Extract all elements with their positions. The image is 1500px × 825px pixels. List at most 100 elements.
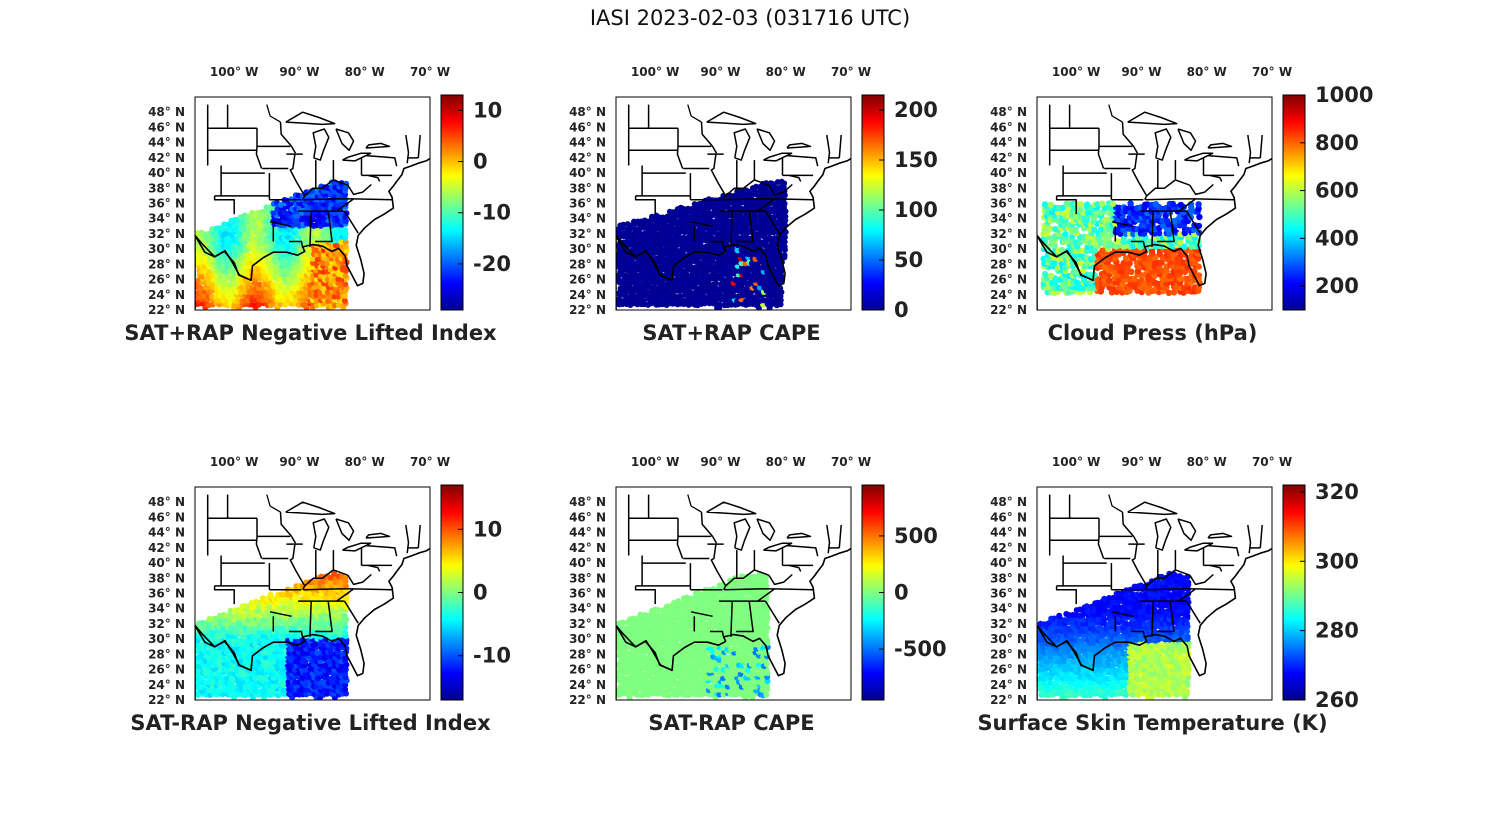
data-point <box>338 662 345 669</box>
data-point <box>327 272 334 279</box>
border-line <box>1259 134 1263 158</box>
data-point <box>781 252 788 259</box>
lat-tick-label: 40° N <box>148 556 185 570</box>
data-point <box>259 235 266 242</box>
data-point <box>1127 200 1134 207</box>
data-point <box>745 667 752 674</box>
data-point <box>266 259 273 266</box>
data-point <box>713 273 720 280</box>
data-point <box>712 293 719 300</box>
data-point <box>299 611 306 618</box>
border-line <box>335 128 355 152</box>
border-line <box>1127 111 1178 126</box>
lat-tick-label: 28° N <box>148 257 185 271</box>
data-point <box>209 235 216 242</box>
data-points <box>195 570 350 700</box>
data-point <box>206 269 213 275</box>
data-point <box>230 243 237 250</box>
border-line <box>289 240 304 248</box>
lon-tick-label: 90° W <box>279 65 319 79</box>
data-point <box>687 289 694 296</box>
lon-tick-label: 100° W <box>210 455 258 469</box>
data-point <box>238 671 244 678</box>
colorbar-tick-label: 100 <box>894 198 938 222</box>
lon-tick-label: 80° W <box>345 65 385 79</box>
data-point <box>230 683 237 690</box>
data-point <box>212 670 219 677</box>
border-line <box>1131 240 1146 248</box>
border-line <box>748 211 754 242</box>
border-line <box>838 134 842 158</box>
data-point <box>753 183 760 190</box>
data-point <box>335 293 342 300</box>
lon-tick-label: 80° W <box>345 455 385 469</box>
data-point <box>248 600 255 606</box>
data-point <box>1094 280 1101 288</box>
data-point <box>1077 201 1084 208</box>
border-line <box>1037 157 1272 287</box>
border-line <box>303 588 354 591</box>
map-frame <box>1036 96 1273 311</box>
lon-tick-label: 100° W <box>631 65 679 79</box>
lon-tick-label: 90° W <box>279 455 319 469</box>
data-point <box>1196 213 1203 221</box>
data-point <box>766 234 773 241</box>
colorbar-tick-label: 0 <box>473 581 488 605</box>
data-point <box>270 209 277 216</box>
lat-tick-label: 44° N <box>569 136 606 150</box>
data-point <box>1140 285 1148 292</box>
border-line <box>289 543 306 591</box>
data-point <box>238 607 245 614</box>
data-point <box>763 691 770 698</box>
border-line <box>279 512 293 537</box>
data-point <box>1099 200 1106 207</box>
map-frame <box>194 486 431 701</box>
panel-sat-minus-rap-cape: 100° W 90° W 80° W 70° W48° N46° N44° N42° … <box>569 455 946 735</box>
data-point <box>1097 226 1105 233</box>
data-point <box>342 243 349 250</box>
map-area <box>195 487 430 700</box>
data-point <box>245 251 252 258</box>
lat-tick-label: 30° N <box>148 242 185 256</box>
border-line <box>1111 221 1134 228</box>
border-line <box>616 234 673 282</box>
panel-sat-minus-rap-negative-lifted-index: 100° W 90° W 80° W 70° W48° N46° N44° N42° … <box>130 455 511 735</box>
data-point <box>324 260 331 266</box>
data-point <box>234 297 241 304</box>
data-point <box>1109 200 1117 208</box>
lat-tick-label: 44° N <box>990 136 1027 150</box>
panel-title: SAT-RAP Negative Lifted Index <box>130 711 491 735</box>
data-point <box>716 301 723 308</box>
data-point <box>748 260 755 267</box>
data-point <box>720 276 727 283</box>
colorbar <box>1282 94 1306 311</box>
border-line <box>1097 128 1105 169</box>
border-line <box>764 210 780 234</box>
data-point <box>669 289 676 296</box>
border-line <box>1151 211 1154 247</box>
data-point <box>782 213 789 220</box>
data-point <box>1109 285 1117 292</box>
data-point <box>1105 277 1113 284</box>
border-line <box>304 179 349 197</box>
border-line <box>290 146 297 154</box>
data-point <box>306 247 313 254</box>
data-point <box>299 230 305 237</box>
data-point <box>1105 234 1112 242</box>
border-line <box>788 174 802 182</box>
data-point <box>227 633 234 640</box>
map-area <box>616 487 851 700</box>
data-point <box>1051 259 1058 267</box>
data-point <box>620 221 627 228</box>
colorbar-tick-label: 150 <box>894 148 938 172</box>
data-point <box>1047 272 1055 280</box>
lat-tick-label: 30° N <box>990 242 1027 256</box>
data-point <box>324 226 331 233</box>
data-point <box>1080 276 1088 284</box>
border-line <box>266 494 281 513</box>
data-point <box>770 214 777 221</box>
data-point <box>634 691 641 698</box>
data-point <box>202 657 209 664</box>
data-point <box>309 649 316 656</box>
data-point <box>705 209 712 216</box>
